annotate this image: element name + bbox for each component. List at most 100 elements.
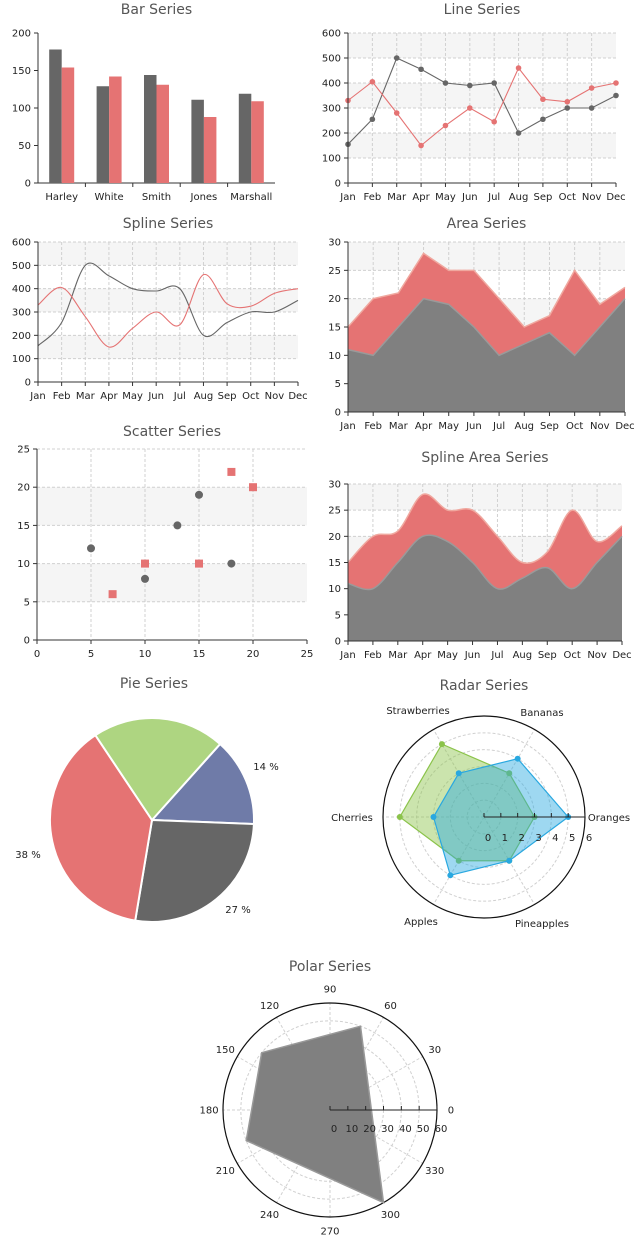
data-point: [540, 96, 546, 103]
grid-band: [348, 484, 622, 511]
x-tick-label: Dec: [615, 421, 634, 432]
area-line: [347, 534, 623, 591]
y-tick-label: 5: [335, 610, 341, 621]
line-chart: Line Series 0 100 200 300 400 500 600 Jan Feb Mar A…: [322, 2, 626, 203]
y-tick-label: 0: [335, 637, 341, 648]
angle-tick-label: 30: [428, 1045, 441, 1056]
x-tick-label: Jun: [147, 391, 164, 402]
data-point: [396, 814, 403, 820]
r-tick-label: 2: [518, 833, 524, 844]
x-tick-label: Oct: [566, 421, 583, 432]
bar: [156, 84, 169, 183]
slice-label: 27 %: [225, 905, 250, 916]
r-tick-label: 60: [435, 1124, 448, 1135]
area-chart: Area Series 0 5 10 15 20 25 30 Jan Feb Mar Apr May Ju…: [328, 216, 634, 432]
r-tick-label: 3: [535, 833, 541, 844]
y-tick-label: 25: [328, 506, 341, 517]
area-line: [347, 297, 626, 357]
chart-title: Bar Series: [121, 2, 192, 18]
pie-slice: [149, 742, 255, 826]
polar-chart: Polar Series0306090120150180210240270300…: [200, 959, 455, 1237]
data-point: [195, 490, 203, 499]
scatter-chart: Scatter Series 0 5 10 15 20 25 0 5 10 15 20 25: [17, 424, 313, 660]
x-tick-label: 25: [301, 649, 314, 660]
y-tick-label: 150: [12, 66, 31, 77]
x-tick-label: Nov: [590, 421, 610, 432]
y-tick-label: 600: [12, 238, 31, 249]
data-point: [442, 122, 449, 129]
grid-band: [38, 242, 298, 266]
x-tick-label: Mar: [388, 650, 408, 661]
x-tick-label: Aug: [509, 192, 529, 203]
angle-tick-label: 300: [381, 1210, 400, 1221]
data-point: [467, 82, 473, 89]
y-tick-label: 50: [18, 141, 31, 152]
data-point: [430, 814, 437, 820]
y-tick-label: 15: [17, 521, 30, 532]
data-point: [442, 80, 449, 86]
r-tick-label: 10: [345, 1124, 358, 1135]
y-tick-label: 20: [17, 483, 30, 494]
data-point: [588, 85, 595, 91]
x-tick-label: Feb: [364, 192, 382, 203]
data-point: [393, 55, 400, 61]
chart-title: Spline Series: [123, 216, 214, 232]
x-tick-label: Dec: [288, 391, 307, 402]
y-tick-label: 200: [322, 129, 341, 140]
x-tick-label: Jan: [339, 650, 355, 661]
spline-chart: Spline Series 0 100 200 300 400 500 600 Jan Feb Ma…: [12, 216, 308, 402]
y-tick-label: 0: [335, 179, 341, 190]
bar: [191, 99, 204, 183]
y-tick-label: 100: [322, 154, 341, 165]
x-tick-label: Feb: [364, 650, 382, 661]
x-tick-label: Jan: [29, 391, 45, 402]
area-line: [347, 493, 623, 564]
y-tick-label: 0: [25, 179, 31, 190]
axis-category-label: Oranges: [588, 813, 630, 824]
angle-tick-label: 270: [320, 1226, 339, 1237]
pie-slice: [93, 717, 222, 822]
angle-tick-label: 120: [260, 1001, 279, 1012]
x-tick-label: Jan: [339, 421, 355, 432]
data-point: [613, 92, 619, 99]
y-tick-label: 30: [328, 480, 341, 491]
r-tick-label: 5: [569, 833, 575, 844]
x-tick-label: 5: [88, 649, 94, 660]
y-tick-label: 10: [328, 351, 341, 362]
data-point: [506, 770, 513, 777]
data-point: [455, 770, 462, 777]
grid-band: [38, 335, 298, 359]
x-tick-label: Apr: [415, 421, 433, 432]
grid-band: [37, 487, 307, 526]
x-tick-label: 20: [247, 649, 260, 660]
x-tick-label: Aug: [194, 391, 214, 402]
data-point: [195, 559, 203, 568]
y-tick-label: 500: [12, 261, 31, 272]
series-line: [37, 262, 299, 347]
angle-tick-label: 180: [200, 1106, 219, 1117]
r-tick-label: 40: [399, 1124, 412, 1135]
r-tick-label: 0: [485, 833, 491, 844]
chart-title: Polar Series: [289, 959, 371, 975]
grid-band: [38, 288, 298, 312]
x-tick-label: May: [438, 421, 459, 432]
y-tick-label: 30: [328, 238, 341, 249]
x-tick-label: Jones: [190, 192, 218, 203]
y-tick-label: 0: [335, 408, 341, 419]
pie-chart: Pie Series 14 % 27 % 38 %: [15, 676, 279, 923]
data-point: [249, 483, 257, 492]
data-point: [514, 755, 521, 762]
data-point: [564, 98, 571, 105]
data-point: [515, 65, 522, 71]
data-point: [506, 857, 513, 864]
data-point: [227, 559, 236, 568]
x-tick-label: Smith: [142, 192, 171, 203]
x-tick-label: Jul: [487, 192, 500, 203]
x-tick-label: Nov: [582, 192, 602, 203]
x-tick-label: 10: [139, 649, 152, 660]
grid-band: [348, 33, 616, 58]
x-tick-label: Oct: [564, 650, 581, 661]
splinearea-chart: Spline Area Series 0 5 10 15 20 25 30 Jan Feb Mar A…: [328, 450, 631, 661]
data-point: [447, 872, 454, 879]
chart-title: Pie Series: [120, 676, 188, 692]
